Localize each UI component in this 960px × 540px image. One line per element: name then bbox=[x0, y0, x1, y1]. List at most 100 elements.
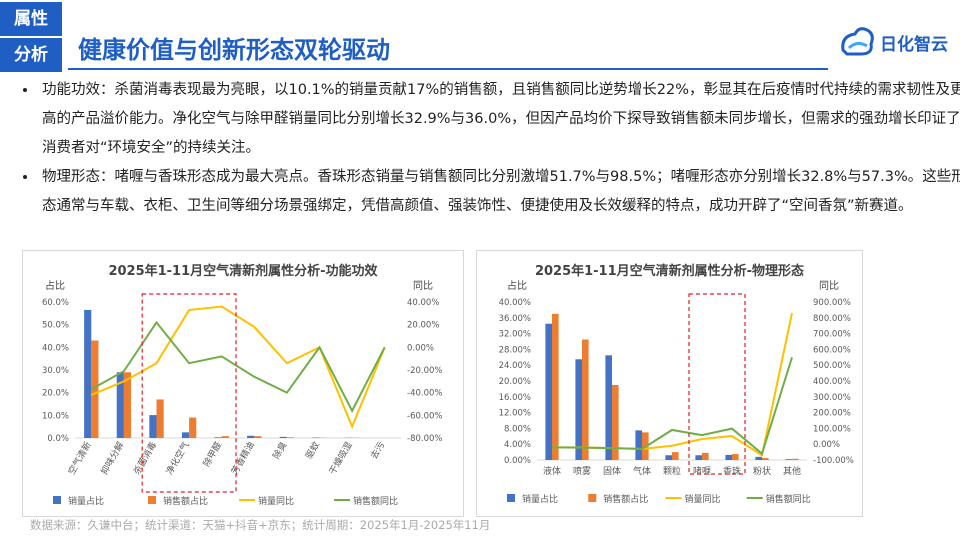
x-tick-label: 抑味分解 bbox=[98, 440, 126, 477]
y-tick-label: 0.00% bbox=[504, 456, 531, 466]
line-series bbox=[90, 320, 386, 413]
y2-tick-label: 900.00% bbox=[813, 298, 851, 308]
bar bbox=[116, 372, 124, 438]
x-tick-label: 芳香精油 bbox=[228, 440, 256, 477]
y-tick-label: 4.00% bbox=[504, 440, 531, 450]
legend-swatch bbox=[148, 496, 156, 504]
bar bbox=[695, 455, 702, 460]
bar bbox=[732, 454, 739, 460]
bar bbox=[286, 437, 295, 438]
x-tick-label: 啫喱 bbox=[693, 465, 711, 477]
bar bbox=[84, 309, 92, 438]
legend-label: 销售额同比 bbox=[766, 493, 811, 505]
x-tick-label: 喷雾 bbox=[573, 466, 591, 477]
x-tick-label: 液体 bbox=[543, 465, 561, 477]
bar bbox=[123, 372, 132, 438]
y2-tick-label: -60.00% bbox=[407, 411, 442, 421]
bullet-list: 功能功效：杀菌消毒表现最为亮眼，以10.1%的销量贡献17%的销售额，且销售额同… bbox=[18, 76, 960, 221]
highlight-box bbox=[688, 293, 746, 475]
x-tick-label: 驱蚊 bbox=[303, 440, 322, 462]
bar bbox=[254, 436, 262, 438]
bar bbox=[612, 384, 619, 460]
y-tick-label: 24.00% bbox=[499, 361, 531, 371]
bar bbox=[279, 436, 287, 438]
y-tick-label: 32.00% bbox=[499, 330, 531, 340]
y-axis-label: 占比 bbox=[45, 279, 65, 292]
x-tick-label: 粉状 bbox=[753, 465, 771, 477]
bar bbox=[605, 355, 612, 460]
legend-label: 销量占比 bbox=[68, 495, 104, 507]
x-tick-label: 净化空气 bbox=[163, 440, 191, 477]
bar bbox=[785, 459, 792, 460]
x-tick-label: 干燥吸湿 bbox=[327, 440, 355, 477]
x-tick-label: 香珠 bbox=[723, 465, 741, 477]
slide-title: 健康价值与创新形态双轮驱动 bbox=[78, 36, 390, 64]
bar bbox=[247, 435, 255, 438]
bar bbox=[792, 458, 799, 460]
line-series bbox=[90, 305, 386, 430]
y-tick-label: 60.0% bbox=[42, 298, 69, 308]
y-tick-label: 40.00% bbox=[499, 298, 531, 308]
bar bbox=[702, 452, 709, 460]
x-tick-label: 颗粒 bbox=[663, 465, 681, 477]
section-tag: 属性 bbox=[0, 2, 62, 36]
legend-label: 销量同比 bbox=[258, 495, 294, 507]
y2-tick-label: 300.00% bbox=[813, 393, 851, 403]
x-tick-label: 杀菌消毒 bbox=[131, 440, 159, 477]
y2-tick-label: 400.00% bbox=[813, 377, 851, 387]
y-tick-label: 16.00% bbox=[499, 393, 531, 403]
y-tick-label: 28.00% bbox=[499, 345, 531, 355]
y2-tick-label: -40.00% bbox=[407, 389, 442, 399]
bar bbox=[552, 313, 559, 460]
y2-axis-label: 同比 bbox=[819, 280, 839, 292]
y2-tick-label: 600.00% bbox=[813, 345, 851, 355]
y-tick-label: 40.0% bbox=[42, 343, 69, 353]
bar bbox=[214, 437, 222, 438]
y-tick-label: 36.00% bbox=[499, 314, 531, 324]
legend-label: 销售额占比 bbox=[163, 495, 208, 507]
chart-panel: 2025年1-11月空气清新剂属性分析-功能功效 占比 同比 0.0% 10.0% 20.… bbox=[22, 250, 464, 517]
bar bbox=[725, 454, 732, 460]
y-tick-label: 12.00% bbox=[499, 409, 531, 419]
y-axis-label: 占比 bbox=[507, 279, 527, 292]
chart-title: 2025年1-11月空气清新剂属性分析-功能功效 bbox=[108, 263, 378, 279]
y2-tick-label: -80.00% bbox=[407, 434, 442, 444]
y2-tick-label: 0.00% bbox=[813, 440, 840, 450]
y2-tick-label: 100.00% bbox=[813, 424, 851, 434]
highlight-box bbox=[141, 293, 237, 493]
bar bbox=[545, 323, 552, 460]
y-tick-label: 30.0% bbox=[42, 366, 69, 376]
logo-icon bbox=[841, 27, 874, 56]
bar bbox=[635, 430, 642, 460]
y-tick-label: 10.0% bbox=[42, 411, 69, 421]
y-tick-label: 50.0% bbox=[42, 321, 69, 331]
bar bbox=[672, 452, 679, 460]
bar bbox=[91, 340, 99, 438]
y2-tick-label: -20.00% bbox=[407, 366, 442, 376]
logo: 日化智云 bbox=[835, 20, 950, 60]
legend-label: 销售额占比 bbox=[603, 493, 648, 505]
y2-tick-label: 200.00% bbox=[813, 409, 851, 419]
y-tick-label: 0.0% bbox=[47, 434, 69, 444]
legend-swatch bbox=[53, 496, 61, 504]
x-tick-label: 固体 bbox=[603, 465, 621, 477]
x-tick-label: 空气清新 bbox=[65, 440, 93, 477]
y2-tick-label: 0.00% bbox=[407, 343, 434, 353]
line-series bbox=[551, 357, 793, 456]
y-tick-label: 20.00% bbox=[499, 377, 531, 387]
bar bbox=[156, 399, 164, 438]
y2-tick-label: -100.00% bbox=[813, 456, 854, 466]
source-note: 数据来源：久谦中台；统计渠道：天猫+抖音+京东；统计周期：2025年1月-202… bbox=[30, 518, 491, 532]
bar bbox=[755, 456, 762, 460]
x-tick-label: 气体 bbox=[633, 465, 651, 477]
bar bbox=[575, 359, 582, 460]
bullet: 功能功效：杀菌消毒表现最为亮眼，以10.1%的销量贡献17%的销售额，且销售额同… bbox=[38, 76, 960, 163]
x-tick-label: 去污 bbox=[368, 440, 387, 462]
legend-label: 销量同比 bbox=[685, 493, 721, 505]
legend-label: 销量占比 bbox=[522, 493, 558, 505]
bullet: 物理形态：啫喱与香珠形态成为最大亮点。香珠形态销量与销售额同比分别激增51.7%… bbox=[38, 163, 960, 221]
bar bbox=[582, 339, 589, 460]
